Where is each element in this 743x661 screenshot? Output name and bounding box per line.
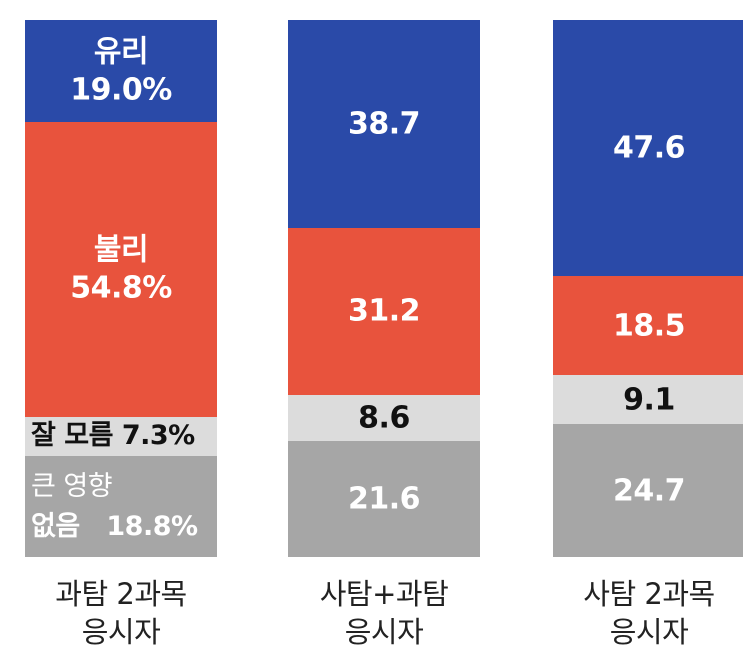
- data-label-line: 31.2: [347, 293, 421, 329]
- data-label-line: 큰 영향: [31, 471, 113, 503]
- data-label-line: 8.6: [358, 400, 410, 436]
- data-label-line: 21.6: [347, 481, 421, 517]
- data-label: 유리 19.0%: [25, 34, 217, 109]
- bar-2-segment-unknown: 8.6: [288, 394, 480, 442]
- category-label: 사탐+과탐 응시자: [288, 576, 480, 651]
- category-label-line: 응시자: [609, 614, 689, 649]
- data-label: 9.1: [553, 381, 743, 419]
- data-label-line: 47.6: [612, 130, 686, 166]
- data-label-line: 유리: [93, 34, 149, 70]
- category-label: 사탐 2과목 응시자: [553, 576, 743, 651]
- data-label: 18.5: [553, 307, 743, 345]
- data-label-line: 18.5: [612, 307, 686, 343]
- data-label-line: 없음 18.8%: [31, 510, 198, 542]
- bar-3: 47.6 18.5 9.1 24.7: [553, 20, 743, 557]
- bar-2-segment-advantage: 38.7: [288, 20, 480, 228]
- bar-3-segment-no-effect: 24.7: [553, 424, 743, 557]
- data-label-line: 9.1: [623, 382, 675, 417]
- data-label: 21.6: [288, 480, 480, 518]
- bar-3-segment-unknown: 9.1: [553, 375, 743, 425]
- data-label-line: 54.8%: [70, 270, 172, 306]
- data-label: 47.6: [553, 129, 743, 167]
- bar-1-segment-unknown: 잘 모름 7.3%: [25, 416, 217, 456]
- bar-3-segment-disadvantage: 18.5: [553, 275, 743, 376]
- data-label: 38.7: [288, 105, 480, 143]
- data-label-line: 24.7: [612, 472, 686, 508]
- category-label-line: 응시자: [344, 614, 424, 649]
- category-label-line: 사탐 2과목: [583, 577, 715, 611]
- bar-2: 38.7 31.2 8.6 21.6: [288, 20, 480, 557]
- data-label: 잘 모름 7.3%: [25, 419, 217, 453]
- category-label-line: 과탐 2과목: [55, 577, 187, 611]
- bar-2-segment-disadvantage: 31.2: [288, 227, 480, 395]
- data-label: 24.7: [553, 472, 743, 510]
- data-label: 불리 54.8%: [25, 232, 217, 307]
- data-label-line: 잘 모름 7.3%: [31, 420, 195, 452]
- data-label: 8.6: [288, 399, 480, 437]
- category-label-line: 사탐+과탐: [319, 577, 449, 611]
- data-label-line: 불리: [93, 232, 149, 268]
- bar-1-segment-disadvantage: 불리 54.8%: [25, 122, 217, 417]
- data-label: 31.2: [288, 293, 480, 331]
- data-label-line: 19.0%: [70, 72, 172, 108]
- category-label: 과탐 2과목 응시자: [25, 576, 217, 651]
- bar-3-segment-advantage: 47.6: [553, 20, 743, 276]
- data-label-line: 38.7: [347, 106, 421, 142]
- category-label-line: 응시자: [81, 614, 161, 649]
- bar-2-segment-no-effect: 21.6: [288, 441, 480, 557]
- bar-1-segment-advantage: 유리 19.0%: [25, 20, 217, 123]
